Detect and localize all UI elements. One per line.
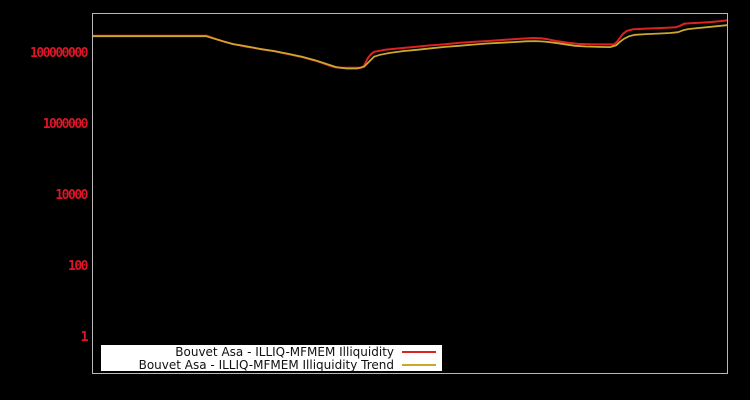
y-tick-label: 100 (68, 258, 88, 274)
y-tick-label: 10000 (55, 187, 88, 203)
y-tick-label: 1000000 (42, 116, 89, 132)
series-line (93, 19, 728, 69)
y-tick-label: 1 (80, 329, 89, 345)
legend-label-illiquidity: Bouvet Asa - ILLIQ-MFMEM Illiquidity (175, 344, 394, 359)
legend-swatch-red-line (402, 350, 436, 353)
legend: Bouvet Asa - ILLIQ-MFMEM Illiquidity Bou… (101, 344, 442, 372)
plot-area-border (92, 13, 728, 374)
legend-swatch-yellow-line (402, 363, 436, 366)
series-line (93, 24, 728, 70)
legend-row-trend: Bouvet Asa - ILLIQ-MFMEM Illiquidity Tre… (101, 357, 436, 372)
legend-label-trend: Bouvet Asa - ILLIQ-MFMEM Illiquidity Tre… (138, 357, 394, 372)
legend-row-illiquidity: Bouvet Asa - ILLIQ-MFMEM Illiquidity (101, 344, 436, 359)
y-tick-label: 100000000 (30, 45, 88, 61)
